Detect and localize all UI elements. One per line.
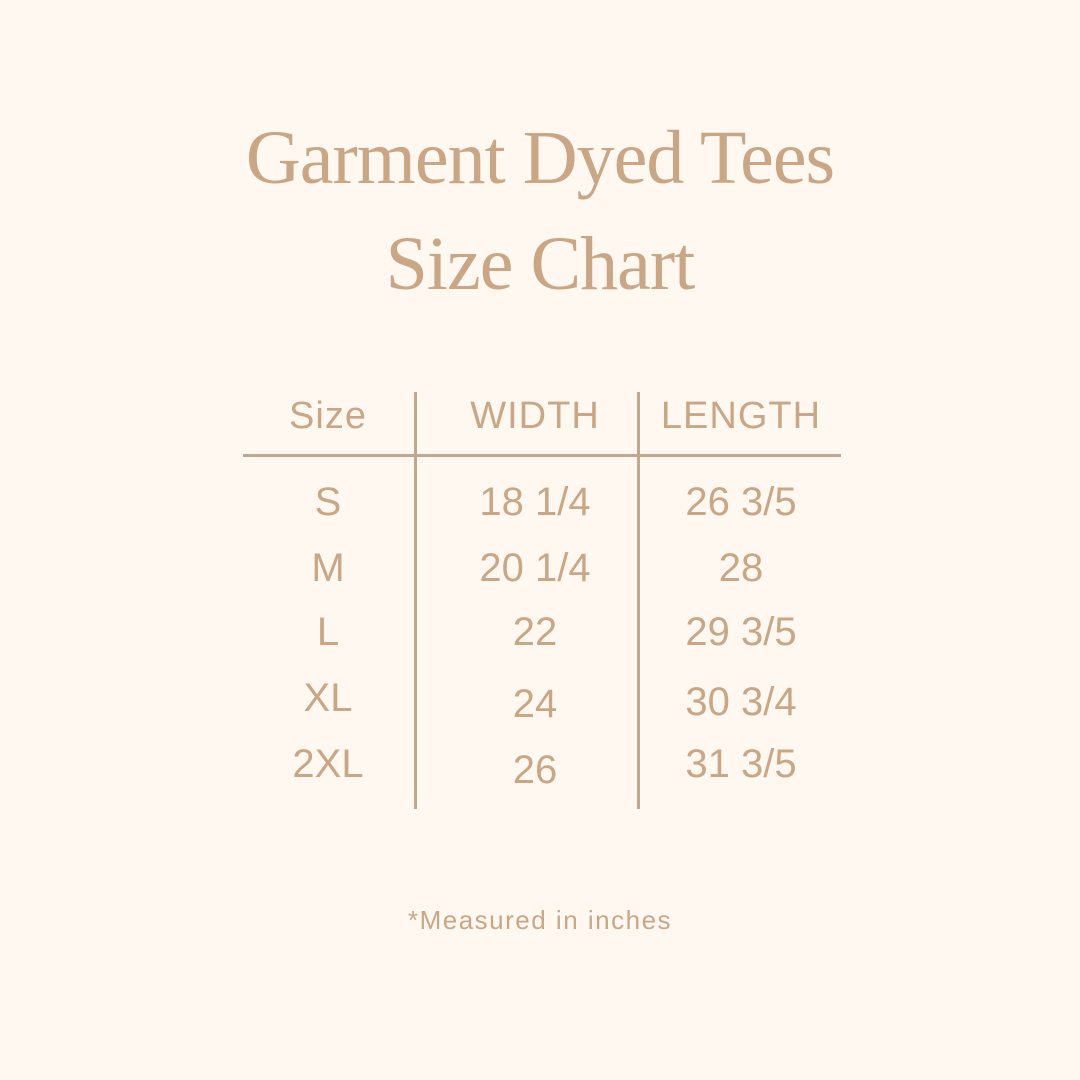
title-line-2: Size Chart: [385, 222, 696, 306]
title-line-1: Garment Dyed Tees: [245, 116, 835, 200]
cell-length: 31 3/5: [685, 742, 797, 786]
cell-length: 28: [718, 546, 764, 590]
column-divider-2: [637, 392, 640, 809]
header-size: Size: [289, 395, 367, 437]
cell-size: L: [316, 610, 340, 654]
cell-length: 30 3/4: [685, 680, 797, 724]
cell-length: 26 3/5: [685, 480, 797, 524]
header-length: LENGTH: [660, 395, 822, 437]
cell-size: S: [314, 480, 342, 524]
cell-length: 29 3/5: [685, 610, 797, 654]
cell-width: 20 1/4: [479, 546, 591, 590]
cell-size: 2XL: [292, 742, 364, 786]
column-divider-1: [414, 392, 417, 809]
footnote: *Measured in inches: [407, 905, 673, 935]
header-width: WIDTH: [470, 395, 600, 437]
cell-width: 22: [512, 610, 558, 654]
cell-width: 24: [512, 682, 558, 726]
header-divider: [243, 454, 841, 457]
cell-width: 26: [512, 748, 558, 792]
cell-width: 18 1/4: [479, 480, 591, 524]
cell-size: M: [311, 546, 345, 590]
cell-size: XL: [303, 676, 353, 720]
